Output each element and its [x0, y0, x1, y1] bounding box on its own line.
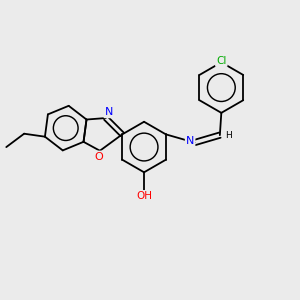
Text: O: O: [94, 152, 103, 162]
Text: Cl: Cl: [216, 56, 226, 66]
Text: N: N: [186, 136, 194, 146]
Text: N: N: [105, 107, 113, 117]
Text: H: H: [225, 130, 232, 140]
Text: OH: OH: [136, 191, 152, 201]
